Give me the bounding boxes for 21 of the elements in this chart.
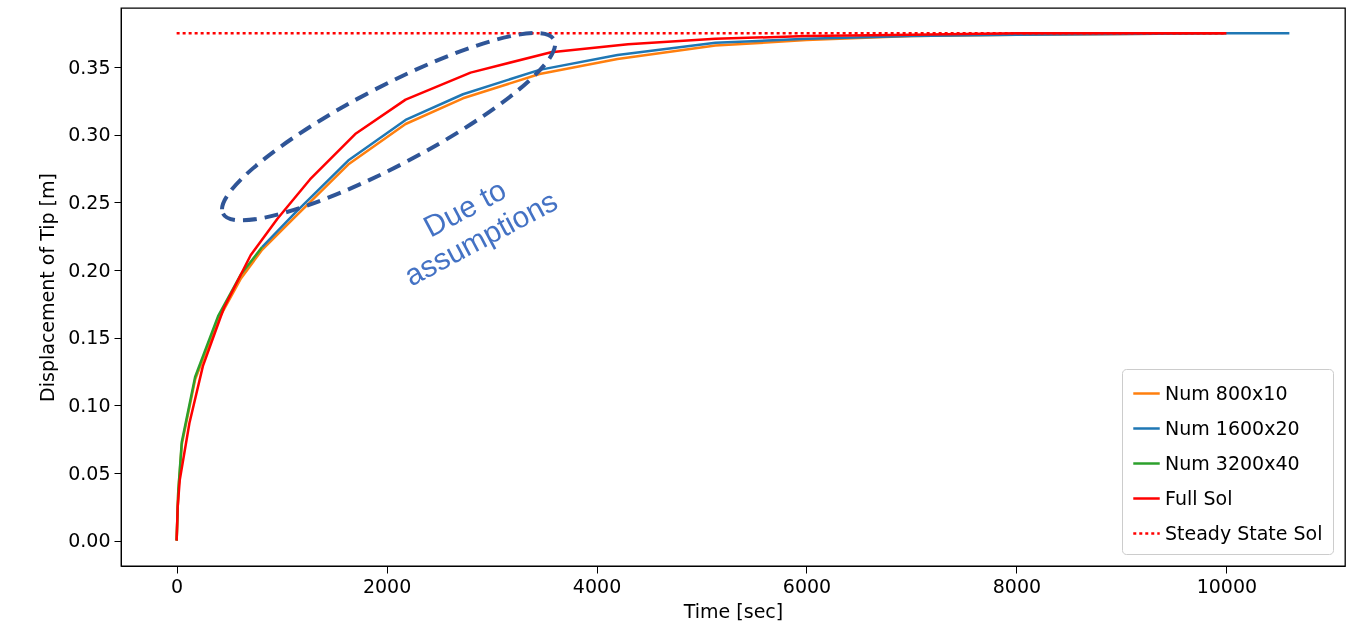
legend-label: Num 800x10 [1165,381,1288,404]
y-tick-label: 0.05 [68,461,111,484]
legend-label: Full Sol [1165,486,1233,509]
y-tick-label: 0.15 [68,326,111,349]
x-tick-label: 4000 [572,574,622,597]
y-tick-label: 0.20 [68,258,111,281]
x-tick-label: 2000 [362,574,412,597]
x-tick-label: 8000 [992,574,1042,597]
y-tick-label: 0.25 [68,190,111,213]
y-tick-label: 0.30 [68,123,111,146]
y-tick-label: 0.35 [68,55,111,78]
x-tick-label: 6000 [782,574,832,597]
y-tick-label: 0.00 [68,529,111,552]
legend-label: Num 1600x20 [1165,416,1300,439]
legend-label: Steady State Sol [1165,521,1323,544]
legend-label: Num 3200x40 [1165,451,1300,474]
y-tick-label: 0.10 [68,393,111,416]
x-tick-label: 10000 [1196,574,1258,597]
x-tick-label: 0 [171,574,184,597]
y-axis-title: Displacement of Tip [m] [36,173,59,402]
x-axis-title: Time [sec] [682,599,784,622]
